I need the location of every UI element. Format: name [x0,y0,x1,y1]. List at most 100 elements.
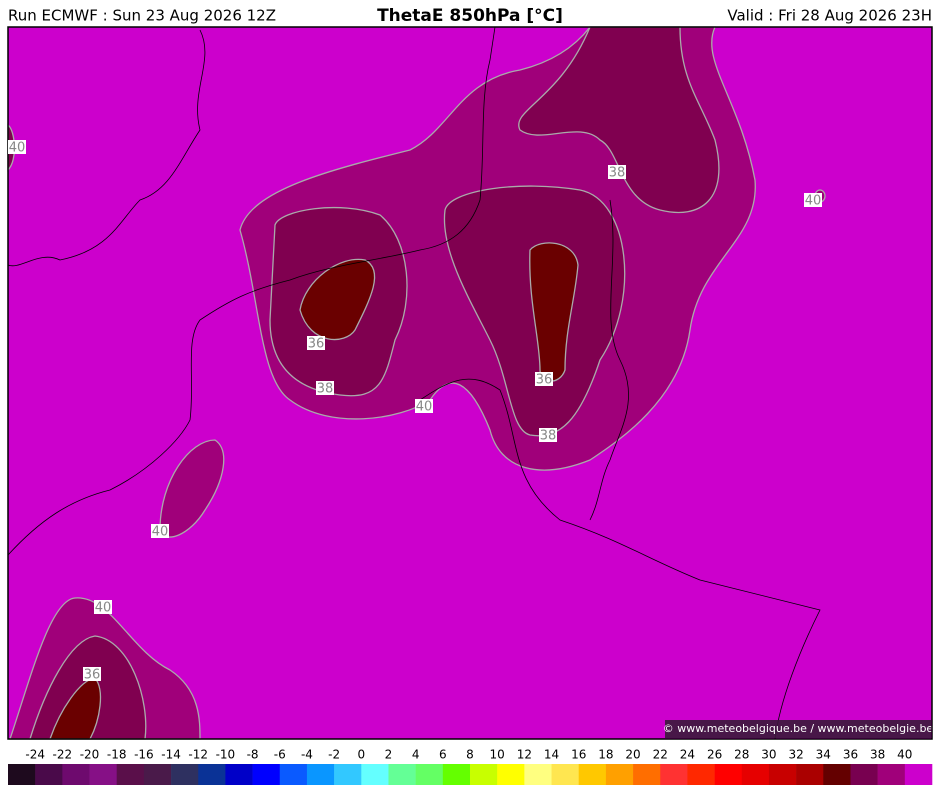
colorbar: -24 -22 -20 -18 -16 -14 -12 -10 -8 -6 -4 -2 0 2 4 6 8 10 1… [8,748,933,785]
colorbar-label: 18 [598,748,613,762]
valid-label: Valid : Fri 28 Aug 2026 23H [727,7,932,25]
colorbar-label: 14 [544,748,559,762]
contour-label-box [307,336,325,350]
colorbar-label: 10 [490,748,505,762]
colorbar-label: -8 [247,748,259,762]
colorbar-label: -24 [25,748,45,762]
colorbar-label: 34 [816,748,831,762]
coastline [7,26,496,556]
colorbar-swatch [796,764,824,785]
colorbar-swatch [143,764,172,785]
contour-38 [518,26,720,214]
border [419,378,821,740]
contour-label-box [539,428,557,442]
colorbar-label: 8 [466,748,474,762]
colorbar-swatch [524,764,552,785]
colorbar-swatch [415,764,444,785]
contour-label: 40 [416,400,433,415]
contour-label-box [151,524,169,538]
colorbar-swatch [252,764,281,785]
colorbar-swatch [741,764,770,785]
colorbar-label: -18 [107,748,127,762]
contour-label: 40 [9,141,26,156]
colorbar-label: -6 [274,748,286,762]
contour-40 [159,439,225,538]
colorbar-swatch [116,764,145,785]
colorbar-swatch [198,764,226,785]
colorbar-label: -10 [216,748,236,762]
map: © www.meteobelgique.be / www.meteobelgie… [7,26,934,740]
contour-labels: 40 38 40 36 38 40 36 38 40 40 36 [8,140,822,683]
contour-label-box [94,600,112,614]
colorbar-swatch [334,764,362,785]
colorbar-swatch [605,764,634,785]
colorbar-label: 32 [788,748,803,762]
colorbar-swatch [904,764,933,785]
colorbar-swatch [442,764,471,785]
colorbar-swatch [497,764,525,785]
colorbar-label: 4 [412,748,420,762]
colorbar-label: -4 [301,748,313,762]
copyright: © www.meteobelgique.be / www.meteobelgie… [663,722,934,735]
contour-label-box [608,165,626,179]
contour-36 [529,242,579,382]
colorbar-label: -22 [53,748,73,762]
colorbar-swatch [551,764,580,785]
colorbar-label: 16 [571,748,586,762]
colorbar-swatch [279,764,308,785]
map-title: ThetaE 850hPa [°C] [377,6,563,26]
contour-label-box [8,140,26,154]
colorbar-swatch [470,764,498,785]
colorbar-label: -2 [328,748,340,762]
colorbar-label: -20 [80,748,100,762]
colorbar-swatch [714,764,743,785]
contour-label: 38 [540,429,557,444]
colorbar-label: 28 [734,748,749,762]
colorbar-label: 24 [680,748,695,762]
contour-36 [299,258,376,341]
colorbar-swatch [660,764,688,785]
colorbar-swatch [306,764,335,785]
colorbar-label: 30 [761,748,776,762]
coastline [7,29,206,267]
copyright-box [665,720,931,738]
colorbar-swatch [89,764,118,785]
border [589,199,629,521]
contour-label: 40 [805,194,822,209]
colorbar-label: -12 [188,748,208,762]
colorbar-swatch [35,764,63,785]
colorbar-swatch [823,764,851,785]
contour-label: 36 [84,668,101,683]
run-label: Run ECMWF : Sun 23 Aug 2026 12Z [8,7,276,25]
contour-label: 38 [317,382,334,397]
contour-label: 40 [152,525,169,540]
colorbar-label: 20 [625,748,640,762]
contour-label-box [804,193,822,207]
colorbar-label: 0 [357,748,365,762]
contour-label: 40 [95,601,112,616]
colorbar-label: 6 [439,748,447,762]
colorbar-swatch [578,764,607,785]
colorbar-swatch [171,764,199,785]
colorbar-label: 2 [385,748,393,762]
colorbar-swatch [877,764,906,785]
colorbar-swatch [850,764,878,785]
contour-label-box [316,381,334,395]
colorbar-label: -16 [134,748,154,762]
colorbar-swatch [633,764,661,785]
colorbar-label: 36 [843,748,858,762]
colorbar-label: 12 [517,748,532,762]
colorbar-label: 22 [653,748,668,762]
contour-label: 36 [536,373,553,388]
colorbar-swatch [361,764,389,785]
colorbar-swatch [62,764,90,785]
contour-label: 36 [308,337,325,352]
contour-label-box [535,372,553,386]
colorbar-swatch [768,764,797,785]
colorbar-label: 26 [707,748,722,762]
colorbar-swatch [8,764,36,785]
contour-label-box [83,667,101,681]
colorbar-swatch [687,764,715,785]
colorbar-swatch [225,764,253,785]
